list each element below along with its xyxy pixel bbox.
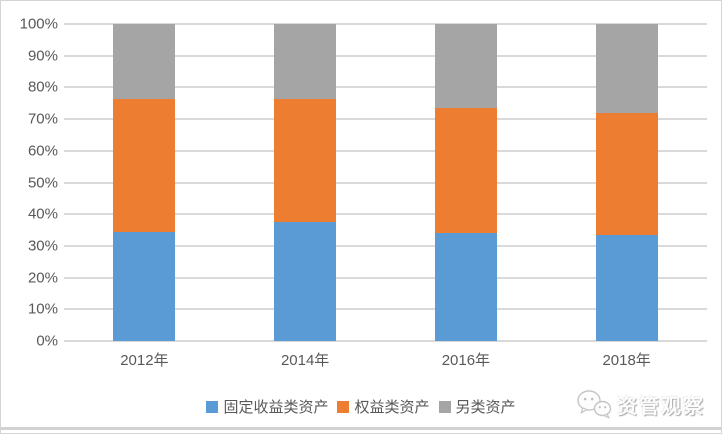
bar-segment <box>274 24 337 99</box>
category-slot <box>225 24 386 341</box>
stacked-bar <box>274 24 337 341</box>
bar-segment <box>595 24 658 113</box>
legend-swatch <box>438 400 451 413</box>
chart-legend: 固定收益类资产 权益类资产 另类资产 <box>1 396 721 417</box>
y-tick-label: 0% <box>36 332 58 350</box>
legend-label: 权益类资产 <box>354 399 430 416</box>
category-slot <box>386 24 547 341</box>
y-tick-label: 80% <box>27 78 58 96</box>
legend-item: 另类资产 <box>438 396 516 417</box>
legend-item: 权益类资产 <box>337 396 430 417</box>
plot-area <box>64 23 707 342</box>
watermark-label: 资管观察 <box>617 395 705 418</box>
bars-layer <box>64 24 707 341</box>
legend-label: 另类资产 <box>455 399 516 416</box>
bar-segment <box>434 233 497 341</box>
bar-segment <box>113 98 176 232</box>
legend-swatch <box>337 400 350 413</box>
stacked-bar <box>595 24 658 341</box>
x-axis-labels: 2012年 2014年 2016年 2018年 <box>64 349 707 370</box>
legend-label: 固定收益类资产 <box>223 399 329 416</box>
y-tick-label: 40% <box>27 205 58 223</box>
category-slot <box>64 24 225 341</box>
gridline <box>64 213 707 216</box>
y-tick-label: 10% <box>27 300 58 318</box>
y-axis-labels: 100% 90% 80% 70% 60% 50% 40% 30% 20% 10% 0% <box>1 1 58 361</box>
bar-segment <box>595 234 658 341</box>
bar-segment <box>113 231 176 341</box>
gridline <box>64 276 707 279</box>
wechat-icon <box>577 390 612 419</box>
bottom-divider <box>1 427 721 430</box>
gridline <box>64 181 707 184</box>
y-tick-label: 70% <box>27 110 58 128</box>
gridline <box>64 86 707 89</box>
gridline <box>64 340 707 342</box>
y-tick-label: 30% <box>27 237 58 255</box>
bar-segment <box>274 222 337 341</box>
bar-segment <box>434 108 497 234</box>
gridline <box>64 149 707 152</box>
gridline <box>64 308 707 311</box>
gridline <box>64 23 707 25</box>
stacked-bar <box>113 24 176 341</box>
gridline <box>64 244 707 247</box>
x-tick-label: 2018年 <box>602 352 651 369</box>
gridline <box>64 118 707 121</box>
gridline <box>64 54 707 57</box>
category-slot <box>546 24 707 341</box>
bar-segment <box>595 112 658 235</box>
legend-item: 固定收益类资产 <box>206 396 328 417</box>
y-tick-label: 50% <box>27 174 58 191</box>
x-tick-label: 2014年 <box>280 352 330 369</box>
legend-swatch <box>206 400 219 413</box>
y-tick-label: 90% <box>27 47 58 65</box>
y-tick-label: 60% <box>27 142 58 160</box>
x-tick-label: 2016年 <box>441 352 491 369</box>
bar-segment <box>274 98 337 223</box>
watermark: 资管观察 <box>576 389 705 419</box>
y-tick-label: 20% <box>27 269 58 287</box>
x-tick-label: 2012年 <box>120 352 169 369</box>
bar-segment <box>434 24 497 109</box>
y-tick-label: 100% <box>19 15 58 33</box>
stacked-bar <box>434 24 497 341</box>
bar-segment <box>113 24 176 99</box>
